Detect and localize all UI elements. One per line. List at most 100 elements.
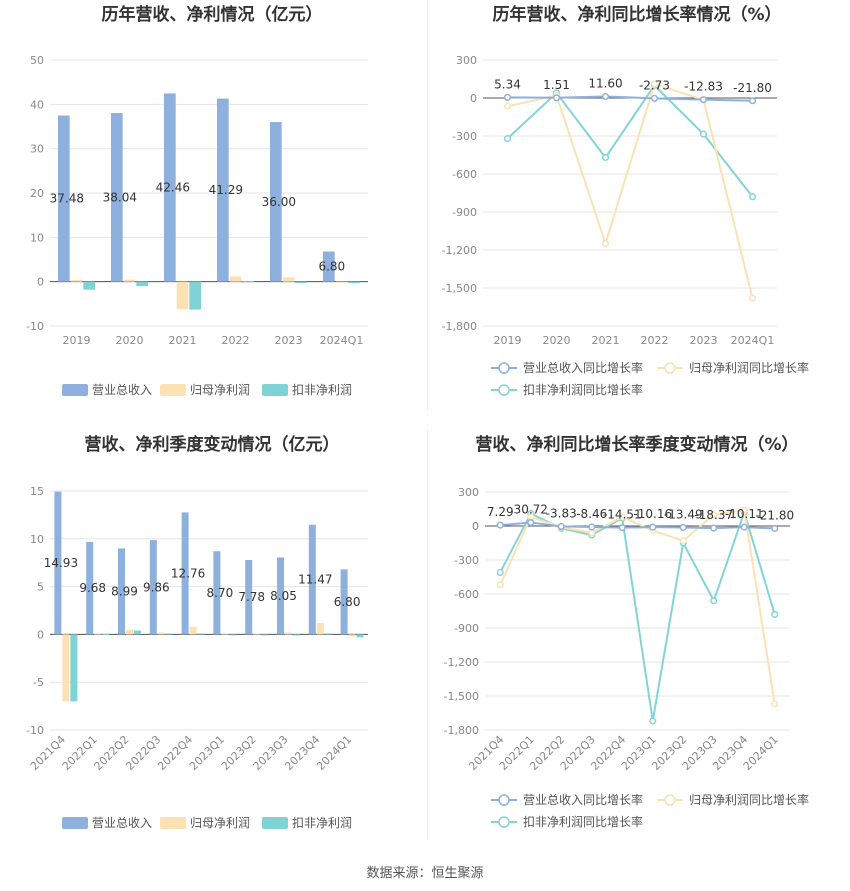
x-tick-label: 2023 [275, 334, 303, 347]
series-line [499, 509, 776, 722]
legend-swatch [160, 817, 186, 829]
data-point [771, 610, 779, 618]
x-tick-label: 2021 [592, 334, 620, 347]
bar-deducted-profit [348, 281, 360, 283]
data-label: 12.76 [171, 566, 205, 580]
x-tick-label: 2019 [63, 334, 91, 347]
legend-label: 归母净利润同比增长率 [689, 792, 809, 807]
bar-net-profit [126, 629, 133, 635]
bar-deducted-profit [133, 630, 141, 635]
data-point [740, 523, 748, 531]
bar-net-profit [229, 276, 242, 282]
vertical-divider-top [427, 0, 428, 410]
y-tick-label: 30 [30, 143, 44, 156]
data-label: 36.00 [262, 195, 296, 209]
y-tick-label: -300 [452, 130, 477, 143]
y-tick-label: -1,800 [444, 724, 479, 737]
bar-deducted-profit [136, 281, 148, 287]
y-tick-label: 0 [37, 276, 44, 289]
data-label: -21.80 [733, 81, 772, 95]
bar-revenue [181, 512, 189, 635]
data-point [771, 700, 779, 708]
bar-revenue [54, 491, 62, 635]
data-label: 7.78 [238, 590, 265, 604]
data-point [496, 581, 504, 589]
quarterly-growth-rate-panel: 营收、净利同比增长率季度变动情况（%） 300 0 -300 -600 -900 -1,20… [425, 430, 850, 860]
data-point [601, 92, 610, 101]
data-label: 1.51 [543, 78, 570, 92]
bar-revenue [217, 98, 229, 282]
x-tick-label: 2024Q1 [314, 733, 354, 773]
series-line [499, 508, 776, 705]
bar-deducted-profit [165, 633, 173, 635]
y-tick-label: -10 [26, 724, 44, 737]
data-label: 41.29 [209, 183, 243, 197]
data-label: -8.46 [576, 507, 607, 521]
y-tick-label: 0 [470, 92, 477, 105]
series-line [500, 521, 775, 530]
data-source-note: 数据来源：恒生聚源 [366, 866, 484, 881]
data-point [552, 94, 561, 102]
bar-net-profit [123, 279, 136, 282]
data-label: 8.99 [111, 584, 138, 598]
bar-net-profit [157, 632, 165, 635]
bar-revenue [340, 569, 348, 635]
bar-deducted-profit [292, 634, 300, 636]
data-point [679, 537, 687, 545]
data-label: 11.60 [588, 77, 622, 91]
legend-marker [664, 794, 676, 806]
bar-net-profit [316, 622, 324, 635]
data-label: 38.04 [103, 190, 137, 204]
legend-label: 扣非净利润同比增长率 [523, 382, 643, 397]
y-tick-label: 40 [30, 98, 44, 111]
legend-label: 营业总收入 [92, 816, 152, 830]
data-point [679, 523, 687, 532]
data-point [496, 568, 504, 577]
bar-deducted-profit [324, 633, 332, 635]
bar-net-profit [176, 281, 189, 310]
legend-swatch [62, 384, 88, 396]
series-line [507, 95, 753, 102]
data-point [748, 193, 757, 201]
data-label: -18.37 [694, 508, 733, 522]
x-tick-label: 2019 [494, 334, 522, 347]
bar-net-profit [253, 633, 261, 635]
y-tick-label: -10 [26, 320, 44, 333]
data-label: -2.73 [639, 78, 670, 92]
y-tick-label: 300 [456, 54, 477, 67]
data-label: 11.47 [298, 573, 332, 587]
legend-marker [498, 816, 510, 828]
bar-revenue [308, 524, 316, 635]
x-tick-label: 2023 [690, 334, 718, 347]
x-tick-label: 2021 [169, 334, 197, 347]
y-tick-label: 10 [30, 231, 44, 244]
legend-label: 归母净利润 [190, 816, 250, 830]
data-label: -14.51 [603, 508, 642, 522]
data-point [748, 97, 757, 105]
data-label: 6.80 [334, 595, 361, 609]
y-tick-label: 0 [37, 628, 44, 641]
legend-marker [498, 794, 510, 806]
x-tick-label: 2022 [641, 334, 669, 347]
x-tick-label: 2020 [116, 334, 144, 347]
chart-title: 营收、净利季度变动情况（亿元） [85, 434, 340, 455]
bar-revenue [58, 115, 70, 282]
data-label: 42.46 [156, 181, 190, 195]
annual-revenue-profit-chart: 历年营收、净利情况（亿元） 50 40 30 20 10 0 -10 37.48 2019 38.0… [26, 4, 368, 397]
legend-label: 营业总收入同比增长率 [523, 360, 643, 375]
y-tick-label: -900 [454, 622, 479, 635]
legend-marker [498, 362, 510, 374]
data-point [503, 134, 512, 143]
x-tick-label: 2020 [543, 334, 571, 347]
data-label: 6.80 [318, 260, 345, 274]
bar-net-profit [189, 626, 197, 635]
data-point [503, 102, 512, 110]
annual-revenue-profit-panel: 历年营收、净利情况（亿元） 50 40 30 20 10 0 -10 37.48 2019 38.0… [0, 0, 425, 430]
y-tick-label: 20 [30, 187, 44, 200]
series-line [507, 82, 754, 299]
bar-deducted-profit [242, 281, 254, 283]
y-tick-label: 0 [472, 520, 479, 533]
data-point [588, 529, 596, 537]
y-tick-label: -1,800 [442, 320, 477, 333]
bar-net-profit [282, 277, 295, 282]
